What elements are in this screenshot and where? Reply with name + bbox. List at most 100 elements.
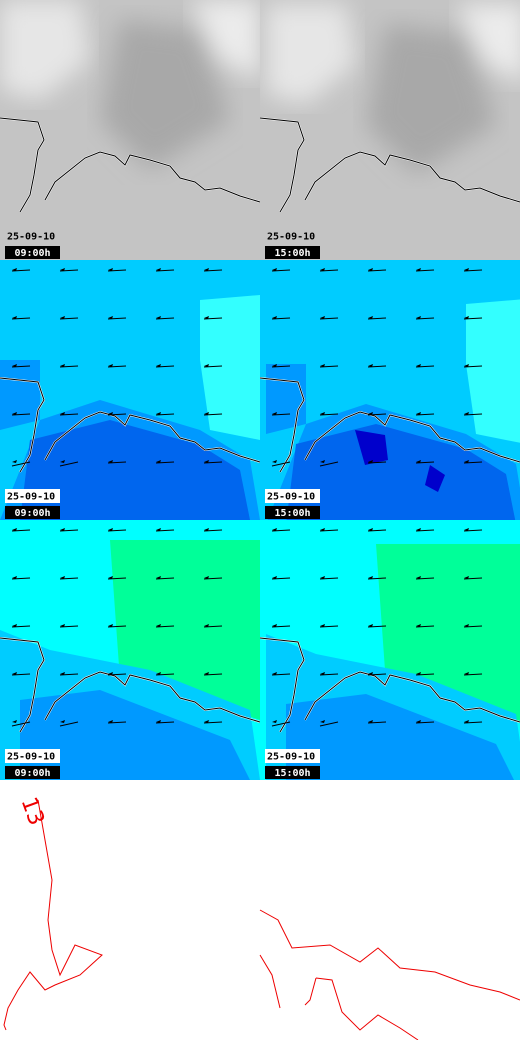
wind-arrow-head <box>320 576 325 579</box>
wind-arrow <box>319 365 339 368</box>
wind-arrow <box>59 529 79 532</box>
wind-arrow-head <box>272 460 277 463</box>
wind-arrow-head <box>416 364 421 367</box>
wind-arrow-head <box>464 460 469 463</box>
wind-arrow-head <box>416 528 421 531</box>
wind-arrow <box>271 721 291 727</box>
wind-arrow <box>463 577 483 580</box>
wind-arrow-head <box>204 316 209 319</box>
coastline <box>260 377 520 473</box>
date-label: 25-09-10 <box>267 492 315 503</box>
panel-field <box>260 260 520 520</box>
wind-arrow-head <box>416 412 421 415</box>
wind-arrow-head <box>320 412 325 415</box>
wind-arrow-head <box>204 460 209 463</box>
wind-arrow <box>271 577 291 580</box>
date-label: 25-09-10 <box>7 492 55 503</box>
wind-arrow-head <box>272 576 277 579</box>
coast-outline <box>3 799 520 1040</box>
date-label: 25-09-10 <box>267 232 315 243</box>
wind-arrow <box>463 461 483 464</box>
wind-arrow-head <box>464 364 469 367</box>
wind-arrow <box>271 413 291 416</box>
wind-arrow <box>107 625 127 628</box>
time-box <box>265 766 320 779</box>
wind-arrow <box>11 317 31 320</box>
wind-arrow-head <box>156 528 161 531</box>
wind-arrow <box>59 673 79 676</box>
wind-arrow-head <box>108 528 113 531</box>
panel-field <box>260 0 520 260</box>
field-contour <box>366 24 496 174</box>
wind-arrow-head <box>368 624 373 627</box>
field-contour <box>266 4 356 104</box>
wind-arrow-head <box>464 672 469 675</box>
field-contour <box>456 4 520 81</box>
wind-arrow <box>59 317 79 320</box>
wind-arrow <box>155 413 175 416</box>
wind-arrow-head <box>320 364 325 367</box>
time-label: 15:00h <box>274 508 310 519</box>
time-box <box>5 506 60 519</box>
wind-arrow <box>415 317 435 320</box>
wind-arrow <box>107 413 127 416</box>
wind-arrow <box>11 721 31 727</box>
wind-arrow-head <box>60 720 65 723</box>
wind-arrow <box>203 625 223 628</box>
date-label: 25-09-10 <box>7 232 55 243</box>
map-panel: 25-09-10 09:00h <box>0 520 260 780</box>
wind-arrow <box>11 413 31 416</box>
wind-arrow <box>155 625 175 628</box>
wind-arrow-head <box>156 460 161 463</box>
wind-arrow-head <box>156 720 161 723</box>
wind-arrow <box>319 673 339 676</box>
wind-arrow-head <box>368 364 373 367</box>
wind-arrow <box>271 673 291 676</box>
wind-arrow-head <box>60 460 65 463</box>
wind-arrow-head <box>60 528 65 531</box>
date-box <box>265 489 320 503</box>
wind-arrow <box>367 577 387 580</box>
wind-arrow-head <box>272 268 277 271</box>
field-contour <box>466 299 520 443</box>
wind-arrow <box>463 529 483 532</box>
wind-arrow <box>155 721 175 724</box>
wind-arrow <box>367 269 387 272</box>
wind-arrow-head <box>156 624 161 627</box>
field-contour <box>286 424 516 520</box>
wind-arrow-head <box>60 364 65 367</box>
wind-arrow-head <box>368 316 373 319</box>
wind-arrow <box>319 269 339 272</box>
wind-arrow <box>367 365 387 368</box>
field-contour <box>190 0 260 80</box>
wind-arrow-head <box>368 268 373 271</box>
wind-arrow-head <box>108 720 113 723</box>
field-contour <box>200 295 260 440</box>
wind-arrow-head <box>60 576 65 579</box>
map-panel: 25-09-10 09:00h <box>0 0 260 260</box>
wind-arrow-head <box>368 720 373 723</box>
wind-arrow <box>107 269 127 272</box>
wind-arrow-head <box>204 268 209 271</box>
wind-arrow-head <box>416 460 421 463</box>
wind-arrow-head <box>416 576 421 579</box>
wind-arrow-head <box>368 460 373 463</box>
map-panel: 25-09-10 15:00h <box>260 520 520 780</box>
wind-arrow <box>415 577 435 580</box>
wind-arrow-head <box>156 316 161 319</box>
field-contour <box>100 20 230 170</box>
wind-arrow-head <box>12 364 17 367</box>
wind-arrow <box>203 365 223 368</box>
wind-arrow <box>415 721 435 724</box>
wind-arrow <box>59 461 79 467</box>
wind-arrow <box>59 365 79 368</box>
wind-arrow-head <box>108 268 113 271</box>
wind-arrow-head <box>108 412 113 415</box>
wind-arrow-head <box>156 364 161 367</box>
time-box <box>5 246 60 259</box>
wind-arrow-head <box>416 316 421 319</box>
wind-arrow <box>319 625 339 628</box>
wind-arrow <box>59 413 79 416</box>
